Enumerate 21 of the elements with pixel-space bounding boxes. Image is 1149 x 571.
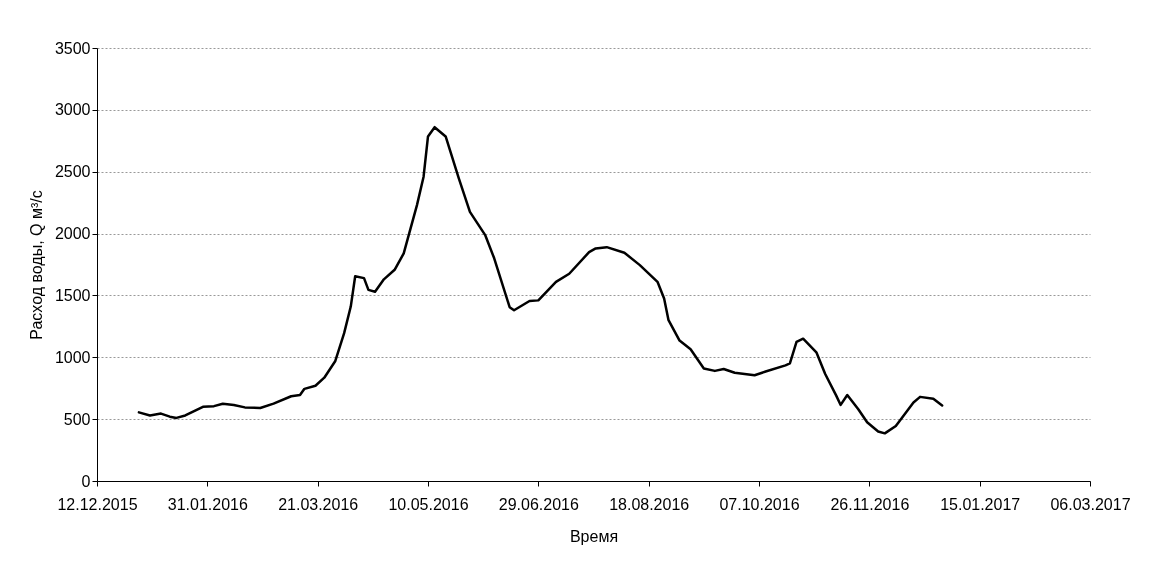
x-tick-label: 18.08.2016 [609,495,690,513]
x-tick-label: 29.06.2016 [498,495,579,513]
y-tick-label: 0 [81,472,91,490]
x-tick-label: 31.01.2016 [167,495,248,513]
y-tick-label: 2000 [54,225,91,243]
x-tick-label: 07.10.2016 [719,495,800,513]
y-axis-title: Расход воды, Q м³/с [27,190,45,340]
y-tick-label: 1500 [54,286,91,304]
x-tick-label: 15.01.2017 [940,495,1021,513]
x-tick-label: 10.05.2016 [388,495,469,513]
line-series [137,125,944,435]
x-tick-label: 26.11.2016 [830,495,910,513]
x-tick-label: 21.03.2016 [278,495,359,513]
y-tick-label: 2500 [54,163,91,181]
x-tick-label: 06.03.2017 [1050,495,1131,513]
x-axis-title: Время [569,527,619,545]
x-tick-label: 12.12.2015 [57,495,138,513]
y-tick-label: 3500 [54,39,91,57]
y-tick-label: 1000 [54,348,91,366]
y-tick-label: 3000 [54,101,91,119]
y-tick-label: 500 [63,410,91,428]
